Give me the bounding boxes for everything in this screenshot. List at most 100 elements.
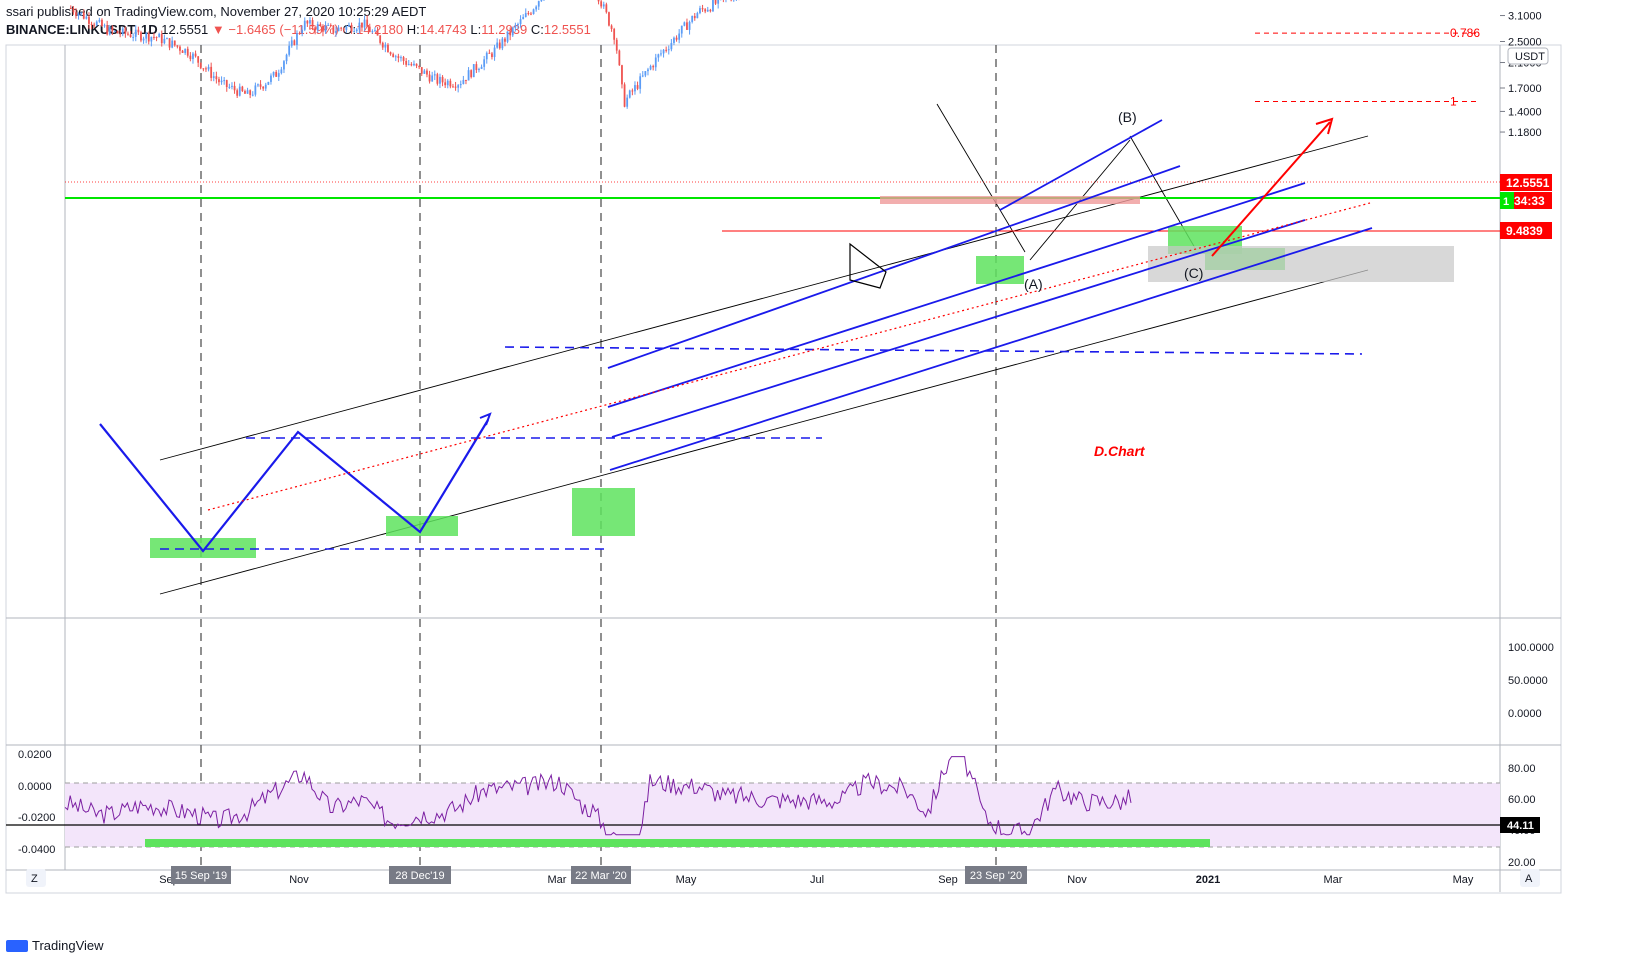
candle-body bbox=[535, 6, 538, 10]
candle-body bbox=[647, 69, 649, 72]
open-label: O: bbox=[342, 22, 357, 37]
candle-body bbox=[363, 19, 366, 28]
symbol-bar: BINANCE:LINKUSDT, 1D 12.5551 ▼ −1.6465 (… bbox=[6, 22, 591, 37]
arrow-head-icon bbox=[1315, 117, 1334, 135]
target-arrow bbox=[1211, 121, 1331, 257]
candle-body bbox=[160, 33, 163, 44]
candle-body bbox=[439, 76, 441, 84]
candle-body bbox=[660, 53, 662, 55]
candle-body bbox=[106, 25, 109, 35]
currency-badge[interactable] bbox=[1507, 47, 1549, 65]
candle-body bbox=[376, 30, 379, 36]
candle-body bbox=[348, 24, 350, 27]
candle-body bbox=[134, 29, 137, 37]
tradingview-logo-icon bbox=[6, 939, 28, 952]
candle-body bbox=[314, 27, 317, 31]
chart-frame bbox=[5, 44, 1562, 894]
candle-body bbox=[478, 68, 480, 71]
candle-body bbox=[379, 35, 382, 43]
candle-body bbox=[657, 54, 660, 58]
candle-body bbox=[675, 37, 678, 40]
candle-body bbox=[342, 28, 345, 30]
candle-body bbox=[228, 86, 231, 88]
candle-body bbox=[413, 63, 415, 66]
candle-body bbox=[511, 27, 514, 36]
auto-scale-a-button[interactable] bbox=[1520, 869, 1540, 887]
demand-zone bbox=[150, 538, 256, 558]
candle-body bbox=[236, 90, 239, 96]
candle-body bbox=[449, 80, 452, 87]
candle-body bbox=[415, 63, 418, 66]
candle-body bbox=[368, 26, 371, 33]
candle-body bbox=[714, 0, 717, 4]
channel-blue-line bbox=[611, 219, 1306, 438]
publish-info: ssari published on TradingView.com, Nove… bbox=[6, 4, 427, 19]
price-tick-label: 3.1000 bbox=[1508, 11, 1542, 23]
candle-body bbox=[85, 16, 88, 19]
candle-body bbox=[181, 50, 184, 53]
date-marker-badge bbox=[965, 866, 1027, 884]
demand-zone bbox=[572, 488, 635, 536]
candle-body bbox=[179, 46, 181, 51]
auto-scale-z-button[interactable] bbox=[26, 869, 46, 887]
candle-body bbox=[75, 12, 77, 16]
candle-body bbox=[514, 25, 517, 28]
candle-body bbox=[189, 55, 192, 60]
candle-body bbox=[301, 29, 304, 34]
candle-body bbox=[353, 31, 356, 33]
candle-body bbox=[241, 86, 244, 92]
candle-body bbox=[717, 0, 720, 4]
watermark-label: D.Chart bbox=[1094, 443, 1146, 459]
rsi-oversold-zone bbox=[145, 839, 1210, 847]
candle-body bbox=[166, 38, 168, 40]
candle-body bbox=[267, 81, 270, 85]
candle-body bbox=[418, 65, 421, 68]
candle-body bbox=[233, 85, 236, 91]
candle-body bbox=[290, 40, 293, 46]
candle-body bbox=[358, 22, 361, 30]
candle-body bbox=[712, 0, 714, 12]
time-tick-label: Jul bbox=[810, 874, 824, 886]
candle-body bbox=[621, 65, 623, 85]
candle-body bbox=[371, 31, 374, 33]
candle-body bbox=[254, 85, 257, 95]
candle-body bbox=[410, 64, 413, 66]
candle-body bbox=[259, 84, 262, 87]
candle-body bbox=[467, 70, 470, 81]
candle-body bbox=[309, 20, 311, 24]
support-tag bbox=[1500, 192, 1514, 209]
candle-body bbox=[488, 52, 491, 54]
time-tick-label: Sep bbox=[938, 874, 958, 886]
candle-body bbox=[680, 25, 683, 34]
candle-body bbox=[142, 38, 145, 41]
candle-body bbox=[140, 32, 142, 41]
candle-body bbox=[327, 24, 330, 26]
candle-body bbox=[532, 9, 535, 14]
candle-body bbox=[340, 27, 343, 29]
candle-body bbox=[472, 64, 475, 78]
last-price-value: 12.5551 bbox=[1506, 176, 1550, 190]
candle-body bbox=[192, 53, 194, 60]
candle-body bbox=[103, 25, 106, 27]
candle-body bbox=[662, 49, 665, 54]
candle-body bbox=[225, 80, 228, 88]
candle-body bbox=[506, 31, 509, 42]
candle-body bbox=[654, 57, 657, 68]
candle-body bbox=[381, 42, 384, 48]
candle-body bbox=[644, 71, 647, 76]
time-tick-label: 2021 bbox=[1196, 874, 1220, 886]
arrow-head-icon bbox=[479, 412, 492, 426]
candle-body bbox=[623, 84, 626, 107]
candle-body bbox=[171, 40, 174, 48]
candle-body bbox=[137, 29, 140, 33]
candle-body bbox=[350, 24, 353, 32]
channel-blue-line bbox=[607, 182, 1306, 408]
lower-pane-left-tick: -0.0200 bbox=[18, 812, 55, 824]
candle-body bbox=[361, 22, 363, 28]
low-label: L: bbox=[470, 22, 482, 37]
candle-body bbox=[480, 66, 483, 69]
candle-body bbox=[288, 45, 291, 55]
channel-blue-line bbox=[607, 165, 1181, 369]
candle-body bbox=[530, 13, 532, 15]
